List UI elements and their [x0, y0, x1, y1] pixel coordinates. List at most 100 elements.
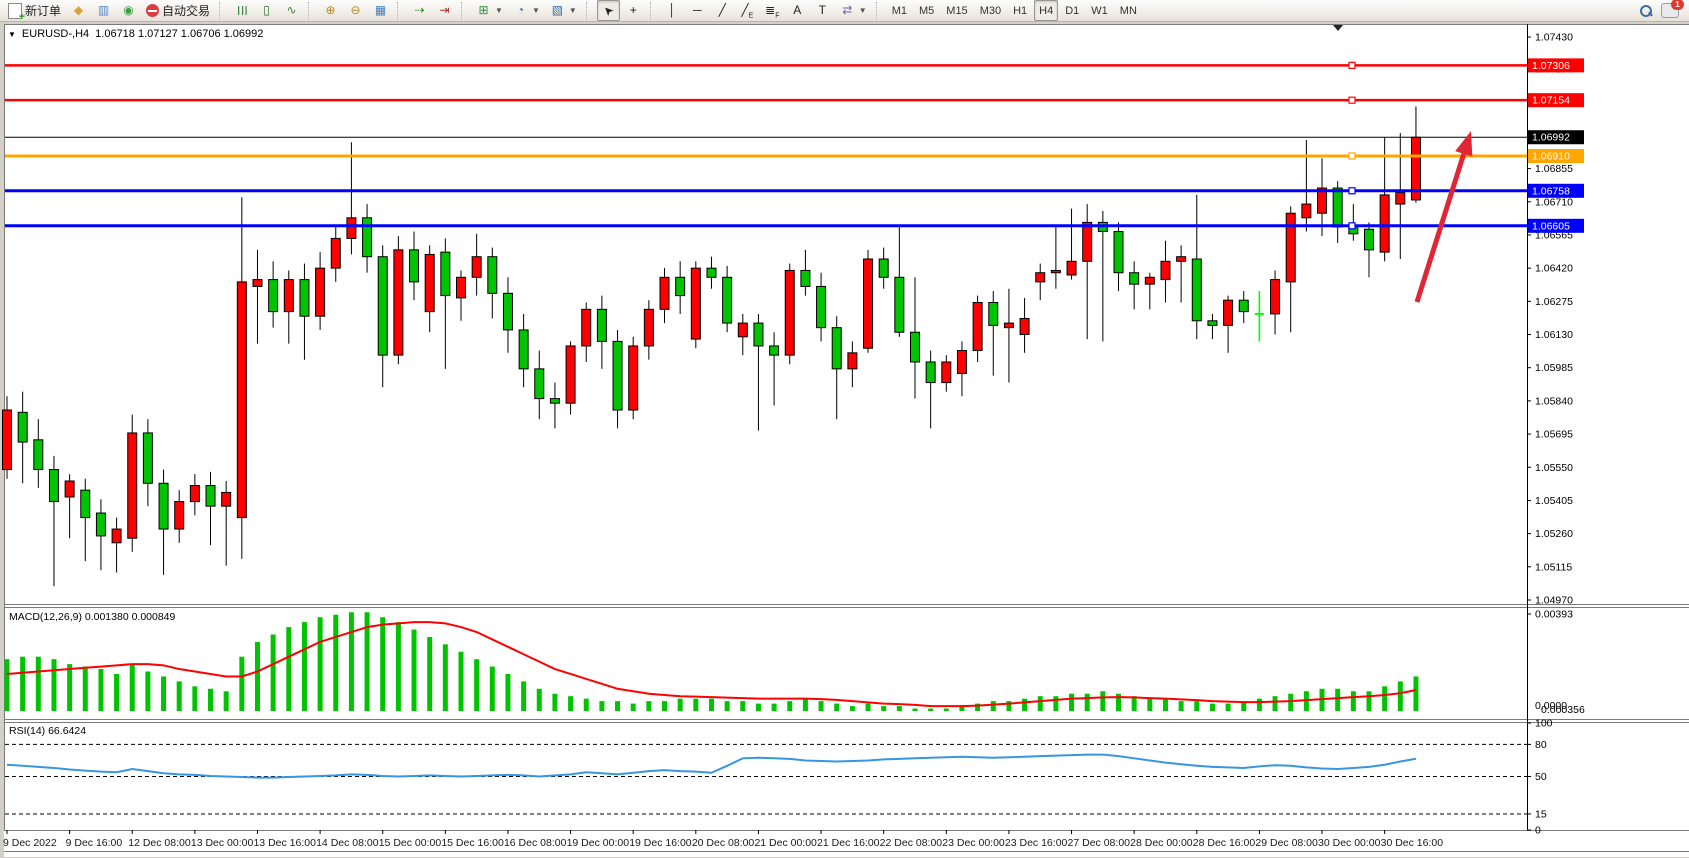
hline-handle[interactable] [1348, 96, 1356, 104]
macd-histogram-bar [223, 691, 229, 711]
macd-histogram-bar [599, 701, 605, 711]
trend-arrow-annotation[interactable] [1414, 131, 1473, 303]
autotrading-button[interactable]: 自动交易 [142, 0, 214, 21]
macd-histogram-bar [161, 676, 167, 711]
zoom-out-button[interactable]: ⊖ [344, 0, 367, 21]
candlestick-chart-button[interactable]: ▯ [255, 0, 278, 21]
periods-button[interactable]: ◔ ▼ [509, 0, 544, 21]
bull-candle [64, 480, 75, 498]
rsi-indicator-label: RSI(14) 66.6424 [9, 725, 87, 737]
timeframe-d1-button[interactable]: D1 [1065, 4, 1080, 17]
timeframe-w1-button[interactable]: W1 [1091, 4, 1108, 17]
bull-candle [1270, 279, 1281, 315]
dropdown-caret-icon: ▼ [858, 6, 867, 15]
cursor-button[interactable]: ➤ [596, 0, 620, 21]
macd-histogram-bar [505, 673, 511, 711]
date-label: 13 Dec 00:00 [191, 837, 254, 849]
date-label: 30 Dec 00:00 [1318, 837, 1381, 849]
tile-windows-button[interactable]: ▦ [369, 0, 392, 21]
bear-candle [17, 411, 28, 443]
macd-histogram-bar [928, 708, 934, 711]
line-chart-button[interactable]: ∿ [280, 0, 303, 21]
bull-candle [1379, 194, 1390, 253]
bear-candle [48, 469, 59, 503]
notifications-icon[interactable]: 1 [1661, 0, 1684, 18]
bull-candle [956, 350, 967, 374]
bull-candle [455, 276, 466, 299]
arrows-button[interactable]: ⇄ ▼ [836, 0, 871, 21]
macd-histogram-bar [176, 681, 182, 711]
bull-candle [393, 249, 404, 356]
horizontal-line-button[interactable]: ─ [686, 0, 709, 21]
timeframe-h1-button[interactable]: H1 [1013, 4, 1028, 17]
vertical-line-button[interactable]: │ [661, 0, 684, 21]
macd-histogram-bar [583, 698, 589, 711]
bull-candle [1082, 221, 1093, 262]
hline-handle[interactable] [1348, 222, 1356, 230]
timeframe-mn-button[interactable]: MN [1119, 4, 1137, 17]
new-order-button[interactable]: + 新订单 [4, 0, 65, 22]
macd-histogram-bar [787, 701, 793, 711]
toolbar-separator [308, 1, 314, 20]
new-order-button-label: 新订单 [25, 4, 62, 18]
hline-handle[interactable] [1348, 152, 1356, 160]
bear-candle [722, 276, 733, 324]
price-tag [1528, 93, 1584, 108]
fibonacci-icon: ≣F [765, 3, 780, 20]
text-label-button[interactable]: T [811, 0, 834, 21]
fibonacci-button[interactable]: ≣F [761, 0, 784, 21]
timeframe-h4-button[interactable]: H4 [1034, 0, 1059, 21]
timeframe-m30-button[interactable]: M30 [979, 4, 1002, 17]
timeframe-m15-button[interactable]: M15 [946, 4, 968, 17]
date-label: 27 Dec 08:00 [1068, 837, 1131, 849]
hline-handle[interactable] [1348, 61, 1356, 69]
date-label: 29 Dec 08:00 [1255, 837, 1318, 849]
bear-candle [142, 432, 153, 484]
chart-header: ▼ EURUSD-,H4 1.06718 1.07127 1.06706 1.0… [8, 28, 263, 40]
profiles-button[interactable]: ▥ [92, 0, 115, 21]
bear-candle [158, 482, 169, 530]
search-icon[interactable] [1639, 4, 1653, 18]
navigator-button[interactable]: ◉ [117, 0, 140, 21]
chart-shift-button[interactable]: ⇥ [433, 0, 456, 21]
toolbar: + 新订单 ◆ ▥ ◉ 自动交易 ☰ ▯ ∿ ⊕ ⊖ ▦ ⇢ ⇥ ⊞ ▼ ◔ ▼ ▧ ▼ ➤ + │ ─ ╱ ╱E ≣F A T ⇄ ▼ M1… [0, 0, 1689, 22]
templates-button[interactable]: ▧ ▼ [546, 0, 581, 21]
bar-chart-button[interactable]: ☰ [230, 0, 253, 21]
bull-candle [1144, 276, 1155, 285]
macd-histogram-bar [20, 656, 26, 711]
chart-shift-marker[interactable] [1333, 25, 1343, 31]
macd-histogram-bar [740, 701, 746, 711]
price-tick-label: 1.06855 [1535, 163, 1573, 175]
chevron-down-icon[interactable]: ▼ [8, 29, 16, 39]
chart-tool-button[interactable]: ◆ [67, 0, 90, 21]
text-button[interactable]: A [786, 0, 809, 21]
timeframe-m1-button[interactable]: M1 [891, 4, 907, 17]
hline-handle[interactable] [1348, 187, 1356, 195]
indicators-button[interactable]: ⊞ ▼ [472, 0, 507, 21]
bear-candle [502, 292, 513, 331]
date-label: 9 Dec 16:00 [66, 837, 123, 849]
zoom-in-button[interactable]: ⊕ [319, 0, 342, 21]
rsi-axis-label: 80 [1535, 739, 1547, 751]
channel-button[interactable]: ╱E [736, 0, 759, 21]
crosshair-button[interactable]: + [622, 0, 645, 21]
auto-scroll-button[interactable]: ⇢ [408, 0, 431, 21]
bull-candle [330, 237, 341, 269]
macd-histogram-bar [771, 703, 777, 711]
macd-histogram-bar [912, 708, 918, 711]
bear-candle [706, 267, 717, 278]
macd-histogram-bar [1366, 691, 1372, 711]
macd-histogram-bar [802, 698, 808, 711]
profiles-icon: ▥ [97, 3, 110, 17]
date-label: 23 Dec 16:00 [1005, 837, 1068, 849]
macd-histogram-bar [849, 706, 855, 711]
price-tag [1528, 130, 1584, 145]
macd-histogram-bar [959, 706, 965, 711]
macd-histogram-bar [1225, 703, 1231, 711]
trendline-button[interactable]: ╱ [711, 0, 734, 21]
timeframe-m5-button[interactable]: M5 [919, 4, 935, 17]
price-tag [1528, 149, 1584, 164]
price-tag-label: 1.06758 [1532, 185, 1570, 197]
yellow-tool-icon: ◆ [73, 3, 84, 17]
